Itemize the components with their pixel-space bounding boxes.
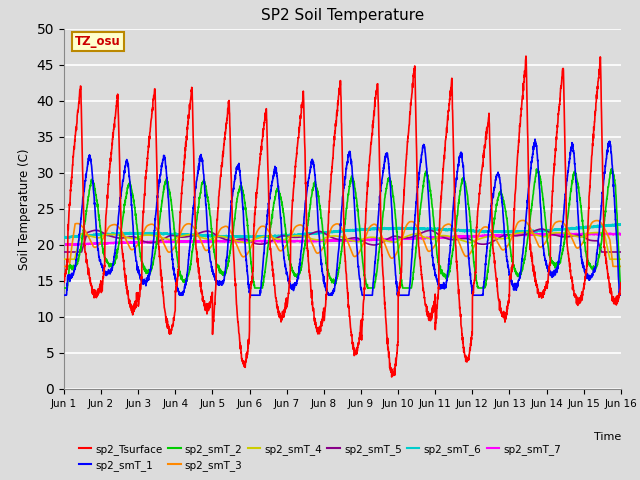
sp2_smT_1 — [617, 292, 625, 298]
Title: SP2 Soil Temperature: SP2 Soil Temperature — [260, 9, 424, 24]
sp2_smT_1 — [298, 244, 305, 250]
sp2_smT_7 — [67, 242, 75, 248]
sp2_smT_6 — [157, 231, 164, 237]
Legend: sp2_Tsurface, sp2_smT_1, sp2_smT_2, sp2_smT_3, sp2_smT_4, sp2_smT_5, sp2_smT_6, : sp2_Tsurface, sp2_smT_1, sp2_smT_2, sp2_… — [75, 439, 565, 475]
sp2_smT_3 — [606, 239, 614, 244]
sp2_smT_6 — [124, 231, 132, 237]
Line: sp2_smT_4: sp2_smT_4 — [64, 232, 621, 259]
sp2_smT_4 — [606, 256, 614, 262]
sp2_smT_6 — [546, 228, 554, 233]
sp2_smT_7 — [274, 239, 282, 244]
sp2_smT_7 — [298, 238, 306, 244]
sp2_smT_4 — [298, 233, 305, 239]
sp2_smT_3 — [60, 264, 68, 269]
sp2_smT_4 — [546, 230, 554, 236]
sp2_smT_1 — [60, 292, 68, 298]
sp2_smT_5 — [617, 249, 625, 255]
sp2_smT_6 — [298, 232, 306, 238]
sp2_Tsurface — [606, 290, 614, 296]
Text: TZ_osu: TZ_osu — [75, 35, 121, 48]
sp2_smT_5 — [298, 234, 305, 240]
sp2_Tsurface — [617, 280, 625, 286]
sp2_smT_5 — [538, 226, 545, 232]
sp2_smT_7 — [157, 239, 164, 245]
sp2_smT_4 — [274, 236, 282, 242]
sp2_smT_7 — [124, 240, 132, 245]
sp2_smT_7 — [546, 231, 554, 237]
sp2_smT_1 — [274, 177, 282, 182]
sp2_Tsurface — [124, 291, 131, 297]
sp2_smT_3 — [274, 245, 282, 251]
sp2_smT_6 — [60, 235, 68, 240]
Y-axis label: Soil Temperature (C): Soil Temperature (C) — [18, 148, 31, 270]
sp2_smT_7 — [606, 231, 614, 237]
Line: sp2_smT_7: sp2_smT_7 — [64, 233, 621, 245]
sp2_smT_4 — [157, 234, 164, 240]
Line: sp2_smT_2: sp2_smT_2 — [64, 169, 621, 288]
sp2_smT_6 — [606, 223, 614, 228]
Text: Time: Time — [593, 432, 621, 442]
sp2_smT_6 — [612, 221, 620, 227]
sp2_smT_7 — [60, 242, 68, 248]
Line: sp2_smT_6: sp2_smT_6 — [64, 224, 621, 238]
Line: sp2_smT_5: sp2_smT_5 — [64, 229, 621, 252]
sp2_smT_3 — [546, 230, 554, 236]
sp2_smT_7 — [617, 231, 625, 237]
sp2_Tsurface — [274, 306, 282, 312]
sp2_smT_4 — [60, 256, 68, 262]
sp2_smT_5 — [124, 234, 131, 240]
sp2_smT_4 — [522, 229, 530, 235]
sp2_smT_5 — [274, 235, 282, 240]
sp2_smT_5 — [157, 238, 164, 243]
sp2_smT_1 — [531, 136, 539, 142]
sp2_smT_2 — [124, 185, 131, 191]
sp2_smT_1 — [546, 272, 554, 278]
sp2_smT_2 — [60, 285, 68, 291]
sp2_smT_2 — [157, 208, 164, 214]
sp2_Tsurface — [298, 105, 305, 111]
sp2_smT_2 — [298, 264, 305, 269]
sp2_smT_2 — [274, 185, 282, 191]
sp2_smT_3 — [124, 240, 131, 246]
Line: sp2_smT_1: sp2_smT_1 — [64, 139, 621, 295]
sp2_smT_6 — [617, 222, 625, 228]
sp2_smT_2 — [607, 166, 615, 172]
sp2_Tsurface — [60, 279, 68, 285]
sp2_smT_1 — [124, 159, 131, 165]
sp2_smT_5 — [606, 249, 614, 255]
sp2_smT_6 — [274, 233, 282, 239]
sp2_smT_4 — [617, 256, 625, 262]
Line: sp2_Tsurface: sp2_Tsurface — [64, 56, 621, 377]
sp2_smT_3 — [157, 233, 164, 239]
Line: sp2_smT_3: sp2_smT_3 — [64, 220, 621, 266]
sp2_smT_3 — [617, 264, 625, 269]
sp2_smT_3 — [519, 217, 527, 223]
sp2_smT_5 — [546, 230, 554, 236]
sp2_Tsurface — [388, 374, 396, 380]
sp2_smT_4 — [124, 235, 131, 240]
sp2_Tsurface — [522, 53, 530, 59]
sp2_smT_6 — [61, 235, 68, 241]
sp2_smT_3 — [298, 222, 305, 228]
sp2_Tsurface — [157, 267, 164, 273]
sp2_smT_1 — [157, 172, 164, 178]
sp2_smT_2 — [546, 254, 554, 260]
sp2_smT_2 — [606, 174, 614, 180]
sp2_smT_1 — [606, 140, 614, 145]
sp2_smT_5 — [60, 249, 68, 255]
sp2_smT_7 — [616, 230, 623, 236]
sp2_smT_2 — [617, 285, 625, 291]
sp2_Tsurface — [547, 263, 554, 268]
